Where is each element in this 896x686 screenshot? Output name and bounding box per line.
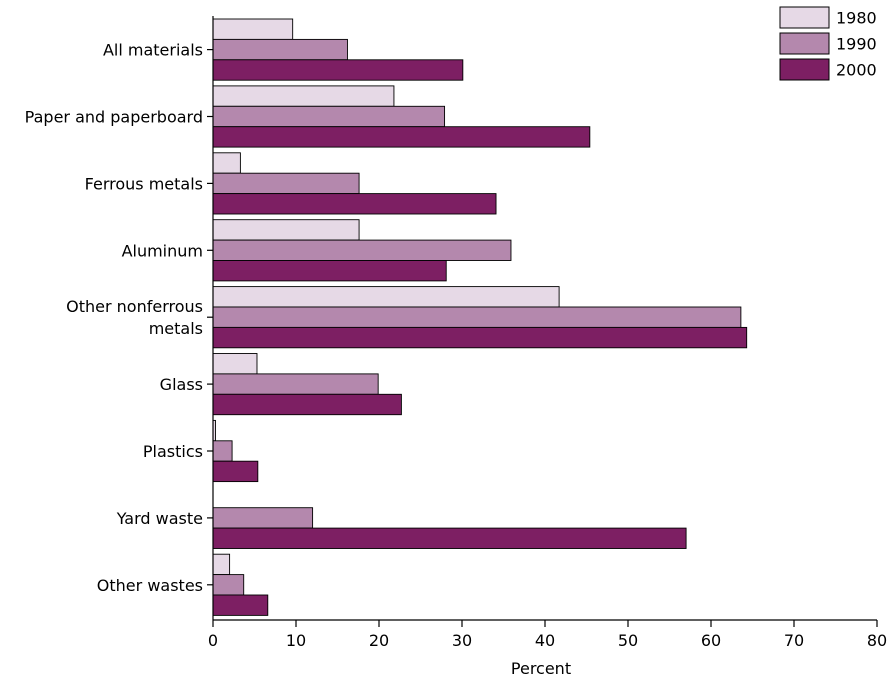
labels-layer: 0 10 20 30 40 50 60 70 80 Percent All materials Pap… [25,41,888,678]
x-tick-label-70: 70 [784,631,804,650]
category-label-yard-waste: Yard waste [116,509,203,528]
bar-glass-2000 [212,393,402,416]
legend-swatch-1990 [779,32,830,55]
legend-swatch-1980 [779,6,830,29]
x-tick-label-40: 40 [535,631,555,650]
x-tick-label-20: 20 [369,631,389,650]
bars-layer [212,18,748,616]
bar-other-nonferrous-metals-1980 [212,286,560,308]
axes-layer [207,16,878,627]
x-tick-label-10: 10 [286,631,306,650]
x-tick-label-60: 60 [701,631,721,650]
bar-aluminum-1990 [212,239,512,261]
legend-label-1980: 1980 [836,9,877,28]
bar-paper-and-paperboard-2000 [212,126,591,148]
bar-all-materials-1990 [212,38,348,61]
category-label-aluminum: Aluminum [122,241,203,260]
bar-paper-and-paperboard-1990 [212,105,446,128]
category-label-all-materials: All materials [103,41,203,60]
x-tick-label-0: 0 [208,631,218,650]
bar-plastics-1990 [212,440,233,462]
bar-ferrous-metals-1980 [212,152,241,174]
legend-label-1990: 1990 [836,35,877,54]
bar-glass-1980 [212,353,258,375]
legend-label-2000: 2000 [836,61,877,80]
legend-swatch-2000 [779,58,830,81]
category-label-paper-and-paperboard: Paper and paperboard [25,108,203,127]
category-label-glass: Glass [160,375,203,394]
bar-plastics-2000 [212,460,259,483]
x-tick-label-30: 30 [452,631,472,650]
category-label-ferrous-metals: Ferrous metals [85,174,203,193]
legend: 1980 1990 2000 [779,6,877,81]
bar-aluminum-1980 [212,219,360,241]
bar-ferrous-metals-1990 [212,172,360,195]
bar-paper-and-paperboard-1980 [212,85,395,107]
bar-other-wastes-1990 [212,574,245,596]
bar-other-wastes-1980 [212,553,231,576]
category-label-other-nonferrous-metals: Other nonferrous metals [66,297,203,338]
bar-yard-waste-2000 [212,527,687,549]
bar-ferrous-metals-2000 [212,193,497,215]
bar-other-wastes-2000 [212,594,269,616]
category-label-plastics: Plastics [143,442,203,461]
x-axis-title: Percent [511,659,571,678]
bar-all-materials-2000 [212,59,464,81]
bar-other-nonferrous-metals-2000 [212,326,748,349]
bar-aluminum-2000 [212,260,447,282]
bar-other-nonferrous-metals-1990 [212,306,742,328]
category-label-other-wastes: Other wastes [97,576,203,595]
bar-yard-waste-1990 [212,507,314,529]
bar-glass-1990 [212,373,379,395]
x-tick-label-80: 80 [867,631,887,650]
bar-all-materials-1980 [212,18,294,40]
x-tick-label-50: 50 [618,631,638,650]
